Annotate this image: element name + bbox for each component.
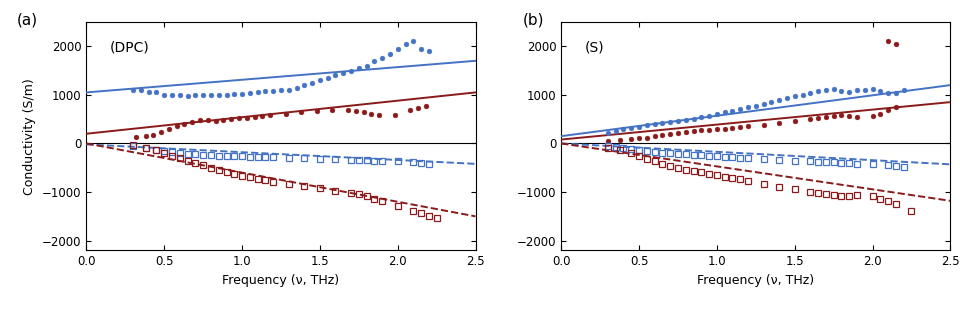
Y-axis label: Conductivity (S/m): Conductivity (S/m) [23,78,36,195]
Text: (b): (b) [522,13,543,28]
X-axis label: Frequency (ν, THz): Frequency (ν, THz) [697,274,814,287]
Text: (DPC): (DPC) [109,40,150,54]
Text: (S): (S) [585,40,604,54]
Text: (a): (a) [16,13,37,28]
X-axis label: Frequency (ν, THz): Frequency (ν, THz) [223,274,340,287]
